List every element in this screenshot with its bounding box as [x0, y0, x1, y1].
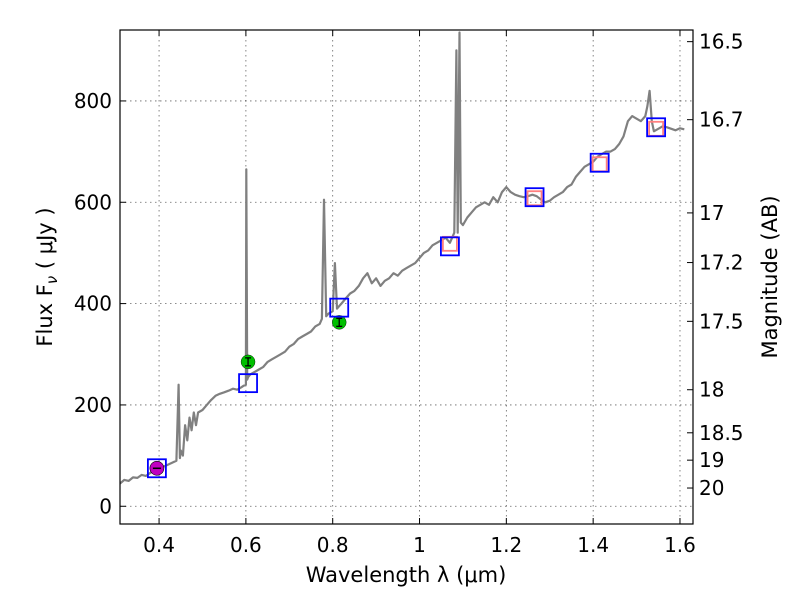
tick-layer: 0.4 0.6 0.8 1 1.2 1.4 1.6 0 200 400 600 800 16.5 16.7… — [74, 30, 744, 557]
y-tick-label: 600 — [74, 190, 112, 214]
y-axis-label-left: Flux Fν ( μJy ) — [33, 207, 61, 346]
x-tick-label: 1.2 — [490, 533, 522, 557]
grid — [120, 30, 693, 524]
photometry-square — [524, 187, 545, 208]
y-axis-label-right: Magnitude (AB) — [758, 195, 782, 358]
y-axis-label-sub: ν — [43, 276, 61, 284]
y-tick-label: 400 — [74, 292, 112, 316]
x-tick-label: 0.6 — [230, 533, 262, 557]
right-tick-label: 19 — [699, 448, 724, 472]
photometry-square — [329, 297, 350, 318]
spectrum-line — [120, 31, 685, 485]
photometry-square — [146, 458, 167, 479]
y-tick-label: 800 — [74, 89, 112, 113]
y-axis-label-unit: ( μJy ) — [33, 207, 57, 275]
right-tick-label: 18.5 — [699, 421, 744, 445]
x-axis-label: Wavelength λ (μm) — [306, 563, 507, 587]
right-tick-label: 16.7 — [699, 108, 744, 132]
photometry-square — [238, 373, 258, 394]
y-tick-label: 200 — [74, 393, 112, 417]
right-tick-label: 16.5 — [699, 30, 744, 54]
x-tick-label: 1 — [413, 533, 426, 557]
photometry-square — [589, 152, 610, 173]
right-tick-label: 17.2 — [699, 251, 744, 275]
photometry-square — [440, 236, 460, 257]
x-tick-label: 1.6 — [664, 533, 696, 557]
y-tick-label: 0 — [99, 494, 112, 518]
right-tick-label: 20 — [699, 476, 724, 500]
model-square — [526, 190, 543, 207]
x-tick-label: 0.4 — [143, 533, 175, 557]
photometry-square — [646, 117, 667, 138]
y-axis-label-main: Flux F — [33, 284, 57, 346]
plot-frame — [119, 29, 694, 525]
marker-layer — [146, 117, 667, 479]
right-tick-label: 17.5 — [699, 309, 744, 333]
right-tick-label: 17 — [699, 201, 724, 225]
right-tick-label: 18 — [699, 378, 724, 402]
x-tick-label: 1.4 — [577, 533, 609, 557]
x-tick-label: 0.8 — [317, 533, 349, 557]
series-layer — [120, 31, 685, 485]
